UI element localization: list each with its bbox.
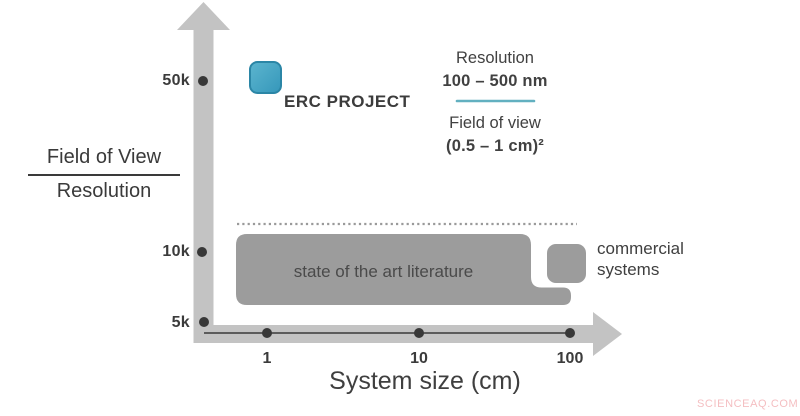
legend-resolution-value: 100 – 500 nm [442,72,548,90]
literature-region-shape [236,234,571,305]
y-axis-arrowhead-icon [177,2,230,30]
x-tick-100: 100 [556,350,584,367]
literature-region-label: state of the art literature [293,262,474,281]
y-dot-10k [197,247,207,257]
y-dot-5k [199,317,209,327]
y-axis-label-numerator: Field of View [28,146,180,176]
legend-fov-block: Field of view (0.5 – 1 cm)² [420,111,570,158]
commercial-region-label: commercial systems [597,239,684,279]
y-axis-label: Field of View Resolution [28,146,180,203]
watermark: SCIENCEAQ.COM [697,398,799,410]
x-dot-100 [565,328,575,338]
x-axis-shaft [193,325,596,343]
commercial-region-shape [547,244,586,283]
legend-fov-title: Field of view [449,114,541,132]
y-axis-label-denominator: Resolution [56,180,152,202]
x-tick-10: 10 [410,350,428,367]
x-tick-1: 1 [262,350,272,367]
erc-project-label: ERC PROJECT [284,92,411,111]
y-tick-10k: 10k [162,243,190,260]
legend-resolution-title: Resolution [456,49,534,67]
legend-resolution-block: Resolution 100 – 500 nm [420,46,570,93]
x-axis-arrowhead-icon [593,312,622,356]
y-axis-shaft [193,26,214,343]
x-dot-10 [414,328,424,338]
erc-project-marker [249,61,282,94]
x-dot-1 [262,328,272,338]
legend-fov-value: (0.5 – 1 cm)² [446,137,544,155]
x-axis-title: System size (cm) [329,367,521,395]
y-tick-5k: 5k [171,314,190,331]
y-dot-50k [198,76,208,86]
y-tick-50k: 50k [162,72,190,89]
